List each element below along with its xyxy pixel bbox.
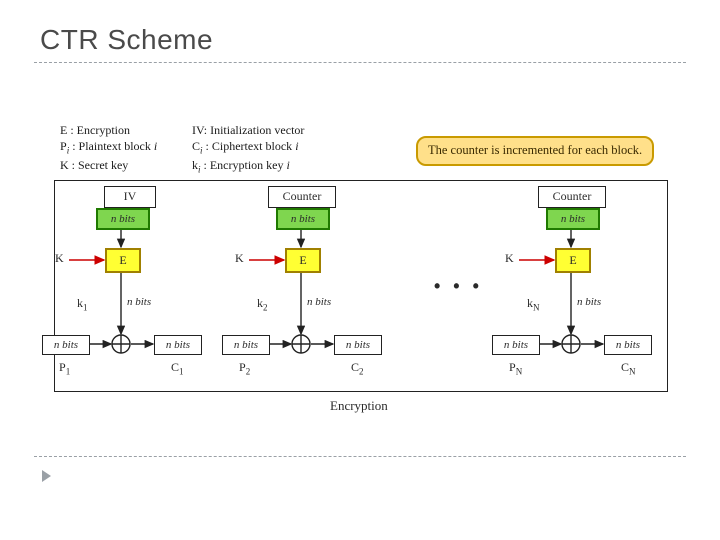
- ciphertext-label: C1: [171, 360, 184, 376]
- nbits-label: n bits: [307, 296, 331, 308]
- plaintext-box: n bits: [222, 335, 270, 355]
- key-out-label: kN: [527, 296, 540, 312]
- encrypt-box: E: [285, 248, 321, 273]
- plaintext-label: P1: [59, 360, 70, 376]
- ciphertext-label: C2: [351, 360, 364, 376]
- diagram-caption: Encryption: [330, 398, 388, 414]
- nbits-box: n bits: [546, 208, 600, 230]
- key-out-label: k2: [257, 296, 268, 312]
- key-label: K: [55, 251, 64, 266]
- plaintext-box: n bits: [492, 335, 540, 355]
- counter-header: Counter: [538, 186, 606, 208]
- nbits-box: n bits: [96, 208, 150, 230]
- plaintext-box: n bits: [42, 335, 90, 355]
- ellipsis: • • •: [434, 276, 483, 297]
- ciphertext-box: n bits: [334, 335, 382, 355]
- nbits-box: n bits: [276, 208, 330, 230]
- encrypt-box: E: [555, 248, 591, 273]
- counter-header: Counter: [268, 186, 336, 208]
- key-label: K: [505, 251, 514, 266]
- plaintext-label: P2: [239, 360, 250, 376]
- nbits-label: n bits: [577, 296, 601, 308]
- key-label: K: [235, 251, 244, 266]
- ciphertext-box: n bits: [604, 335, 652, 355]
- encrypt-box: E: [105, 248, 141, 273]
- ciphertext-box: n bits: [154, 335, 202, 355]
- ciphertext-label: CN: [621, 360, 636, 376]
- plaintext-label: PN: [509, 360, 522, 376]
- slide-marker-icon: [42, 470, 51, 482]
- key-out-label: k1: [77, 296, 88, 312]
- nbits-label: n bits: [127, 296, 151, 308]
- iv-header: IV: [104, 186, 156, 208]
